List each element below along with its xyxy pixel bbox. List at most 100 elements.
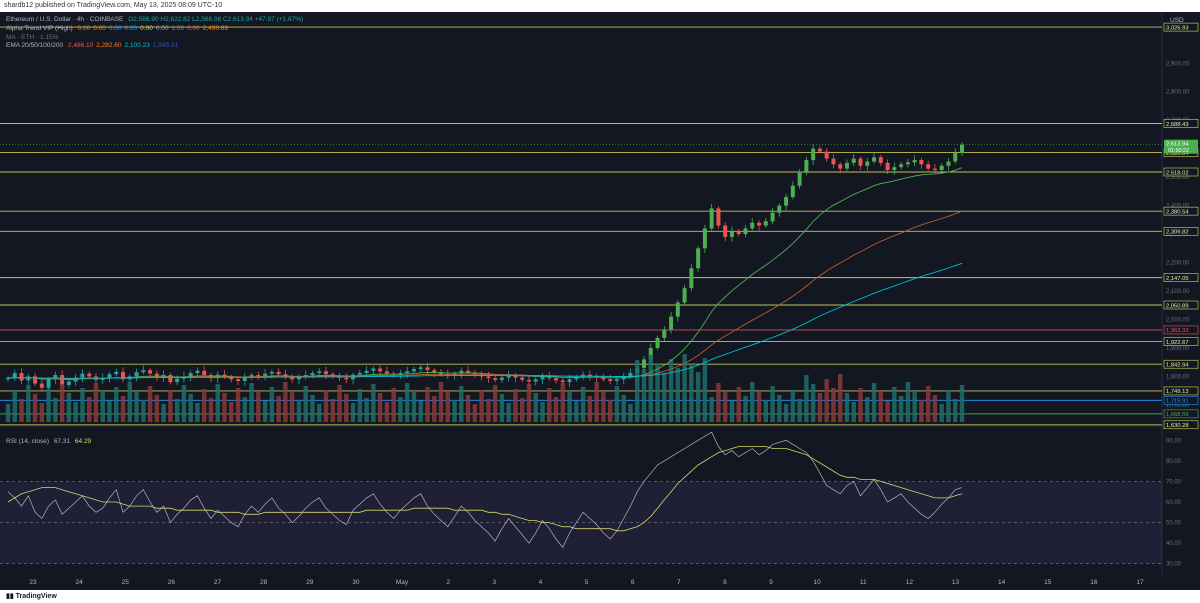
volume-bar [763, 400, 768, 422]
volume-bar [262, 401, 268, 422]
legend-alpha-value: 0.00 [77, 25, 91, 32]
candle-body [229, 377, 234, 380]
candle-body [526, 379, 531, 382]
candle-body [499, 377, 504, 380]
candle-body [750, 222, 755, 229]
candle-body [472, 372, 477, 375]
candle-body [872, 157, 877, 162]
volume-bar [844, 393, 850, 422]
volume-bar [797, 399, 802, 422]
volume-bar [459, 386, 464, 422]
level-tag [1163, 119, 1199, 128]
volume-bars [5, 354, 965, 422]
volume-bar [783, 404, 789, 422]
volume-bar [215, 384, 220, 422]
brand-footer: ▮▮ TradingView [0, 590, 1200, 603]
volume-bar [689, 363, 694, 422]
candle-body [141, 370, 146, 373]
candle-body [669, 316, 674, 330]
level-label: 2,147.05 [1166, 276, 1189, 282]
candle-body [574, 377, 579, 380]
candle-body [114, 371, 119, 375]
level-tag [1163, 325, 1199, 335]
volume-bar [506, 403, 511, 422]
candle-body [344, 377, 349, 380]
volume-bar [607, 400, 613, 422]
price-chart[interactable]: USD2,900.002,800.002,700.002,600.002,500… [0, 12, 1200, 590]
volume-bar [919, 400, 924, 422]
candle-body [587, 374, 592, 377]
time-tick-label: 30 [352, 579, 360, 586]
volume-bar [59, 384, 65, 422]
volume-bar [377, 393, 383, 422]
candle-body [642, 359, 646, 368]
volume-bar [750, 382, 755, 422]
current-price-label: 2,613.94 [1166, 142, 1189, 148]
legend-ema-value: 2,282.60 [96, 42, 122, 49]
volume-bar [587, 396, 593, 422]
time-tick-label: 29 [306, 579, 314, 586]
volume-bar [662, 373, 667, 422]
level-tag [1163, 409, 1199, 419]
candle-body [614, 379, 619, 381]
volume-bar [269, 387, 275, 422]
candle-body [689, 268, 694, 289]
volume-bar [547, 388, 552, 422]
candle-body [290, 376, 295, 380]
volume-bar [492, 385, 498, 422]
candle-body [608, 379, 613, 381]
volume-bar [114, 387, 119, 422]
volume-bar [12, 390, 17, 422]
candle-body [790, 185, 795, 198]
time-tick-label: 15 [1044, 579, 1052, 586]
publish-info: shardb12 published on TradingView.com, M… [0, 0, 1200, 12]
volume-bar [594, 382, 599, 422]
candle-body [885, 162, 890, 171]
volume-bar [513, 389, 518, 422]
candle-body [188, 373, 193, 377]
candle-body [662, 329, 667, 339]
legend-alpha-value: 0.00 [140, 25, 153, 32]
volume-bar [520, 398, 525, 422]
volume-bar [46, 389, 51, 422]
candle-body [858, 158, 863, 166]
candle-body [486, 376, 491, 379]
candle-body [736, 231, 741, 235]
candle-body [905, 162, 910, 165]
candle-body [87, 373, 92, 377]
countdown-label: 01:50:22 [1168, 148, 1189, 154]
volume-bar [810, 384, 816, 422]
time-tick-label: 12 [906, 579, 914, 586]
volume-bar [824, 379, 829, 422]
candle-body [154, 373, 159, 378]
ema-line [7, 167, 963, 380]
time-tick-label: 7 [677, 579, 681, 586]
time-tick-label: May [396, 579, 409, 586]
legend-alpha-label: Alpha Trend VIP (High) [6, 25, 73, 32]
level-tag [1163, 420, 1199, 430]
volume-bar [26, 385, 31, 422]
candle-body [357, 373, 362, 375]
volume-bar [168, 390, 173, 422]
volume-bar [53, 398, 58, 422]
volume-bar [73, 402, 78, 422]
volume-bar [668, 359, 674, 422]
candle-body [675, 302, 680, 317]
volume-bar [709, 397, 714, 422]
candle-body [46, 379, 51, 388]
volume-bar [905, 382, 911, 422]
volume-bar [80, 388, 85, 422]
price-tick-label: 2,000.00 [1166, 318, 1190, 324]
volume-bar [330, 399, 335, 422]
candle-body [540, 376, 545, 380]
volume-bar [100, 392, 105, 422]
legend-symbol: Ethereum / U.S. Dollar · 4h · COINBASE [6, 16, 124, 23]
legend-alpha-value: 0.00 [155, 25, 169, 32]
level-label: 1,922.67 [1166, 340, 1189, 346]
time-tick-label: 28 [260, 579, 268, 586]
legend-alpha-value: 1.00 [171, 25, 185, 32]
chart-area[interactable]: USD2,900.002,800.002,700.002,600.002,500… [0, 12, 1200, 590]
volume-bar [249, 383, 254, 422]
candle-body [926, 164, 931, 169]
volume-bar [161, 404, 166, 422]
